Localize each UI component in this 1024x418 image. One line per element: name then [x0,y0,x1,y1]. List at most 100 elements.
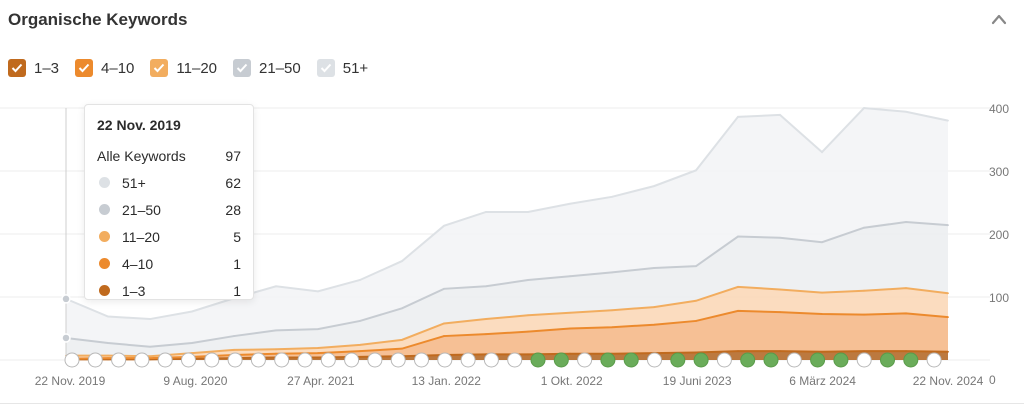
data-point [443,335,445,337]
data-point [275,348,277,351]
legend-item-11-20[interactable]: 11–20 [150,59,217,77]
x-tick-label: 13 Jan. 2022 [412,374,482,388]
checkbox-icon[interactable] [75,59,94,77]
y-tick-label: 200 [989,228,1009,242]
data-point [569,202,571,205]
series-dot-icon [99,177,110,188]
data-point [905,312,907,315]
update-marker[interactable] [64,352,80,368]
update-marker[interactable] [856,352,872,368]
legend: 1–3 4–10 11–20 21–50 51+ [8,59,384,77]
tooltip-row-value: 1 [233,282,241,299]
update-marker[interactable] [926,352,942,368]
x-tick-label: 1 Okt. 2022 [541,374,603,388]
data-point [107,357,109,360]
update-marker[interactable] [320,352,336,368]
checkbox-icon[interactable] [150,59,169,77]
update-marker[interactable] [111,352,127,368]
legend-item-4-10[interactable]: 4–10 [75,59,134,77]
data-point [863,313,865,316]
data-point [821,313,823,315]
update-marker[interactable] [250,352,266,368]
tooltip-row-label: 1–3 [122,282,146,299]
update-marker[interactable] [460,352,476,368]
tooltip-row: 1–3 1 [97,277,241,304]
data-point [905,350,907,353]
keywords-area-chart[interactable]: 0 100 200 300 400 22 Nov. 2019 9 Aug. 2020 27 … [0,100,1024,400]
update-marker[interactable] [903,352,919,368]
legend-item-51-plus[interactable]: 51+ [316,59,369,77]
update-marker[interactable] [577,352,593,368]
update-marker[interactable] [670,352,686,368]
data-point [317,290,319,293]
data-point [317,356,319,359]
data-point [821,350,823,353]
legend-item-1-3[interactable]: 1–3 [8,59,59,77]
tooltip-row-value: 28 [225,201,241,218]
data-point [443,322,445,325]
area-21–50 [66,222,948,357]
data-point [905,221,907,223]
data-point [359,343,361,346]
area-4–10 [66,310,948,360]
update-marker[interactable] [530,352,546,368]
update-marker[interactable] [600,352,616,368]
update-marker[interactable] [390,352,406,368]
data-point [569,311,571,314]
update-marker[interactable] [134,352,150,368]
data-point [779,288,781,291]
update-marker[interactable] [227,352,243,368]
update-marker[interactable] [623,352,639,368]
checkbox-icon[interactable] [8,59,26,77]
update-marker[interactable] [181,352,196,368]
update-marker[interactable] [414,352,429,368]
data-point [653,323,655,326]
data-point [695,351,697,354]
update-marker[interactable] [483,352,499,368]
data-point [569,352,571,355]
update-marker[interactable] [87,352,103,368]
collapse-button[interactable] [990,12,1008,26]
update-marker[interactable] [274,352,290,368]
legend-item-21-50[interactable]: 21–50 [233,59,301,77]
tooltip-row-value: 1 [233,255,241,272]
checkbox-icon[interactable] [316,59,335,77]
data-point [947,292,949,295]
update-marker[interactable] [716,352,732,368]
update-marker[interactable] [880,352,895,368]
data-point [863,350,865,353]
update-marker[interactable] [810,352,826,368]
data-point [737,235,739,238]
update-marker[interactable] [763,352,779,368]
update-marker[interactable] [786,352,802,368]
data-point [401,307,403,310]
data-point [233,335,235,337]
update-marker[interactable] [693,352,709,368]
update-marker[interactable] [553,352,569,368]
data-point [695,320,697,322]
legend-label: 51+ [342,59,369,77]
update-marker[interactable] [344,352,360,368]
data-point [695,265,697,268]
update-marker[interactable] [507,352,523,368]
update-marker[interactable] [647,352,662,368]
hover-point [61,294,71,304]
checkbox-icon[interactable] [233,59,252,77]
data-point [779,350,781,353]
update-marker[interactable] [833,352,849,368]
update-marker[interactable] [204,352,220,368]
series-dot-icon [99,204,110,215]
update-marker[interactable] [740,352,756,368]
x-tick-label: 22 Nov. 2024 [913,374,984,388]
x-tick-label: 6 März 2024 [789,374,856,388]
update-marker[interactable] [297,352,313,368]
y-tick-label: 300 [989,165,1009,179]
update-marker[interactable] [157,352,173,368]
legend-label: 11–20 [176,59,218,77]
data-point [527,211,529,213]
data-point [107,354,109,357]
update-marker[interactable] [367,352,383,368]
chevron-up-icon [991,14,1007,25]
update-marker[interactable] [437,352,453,368]
data-point [275,329,277,332]
